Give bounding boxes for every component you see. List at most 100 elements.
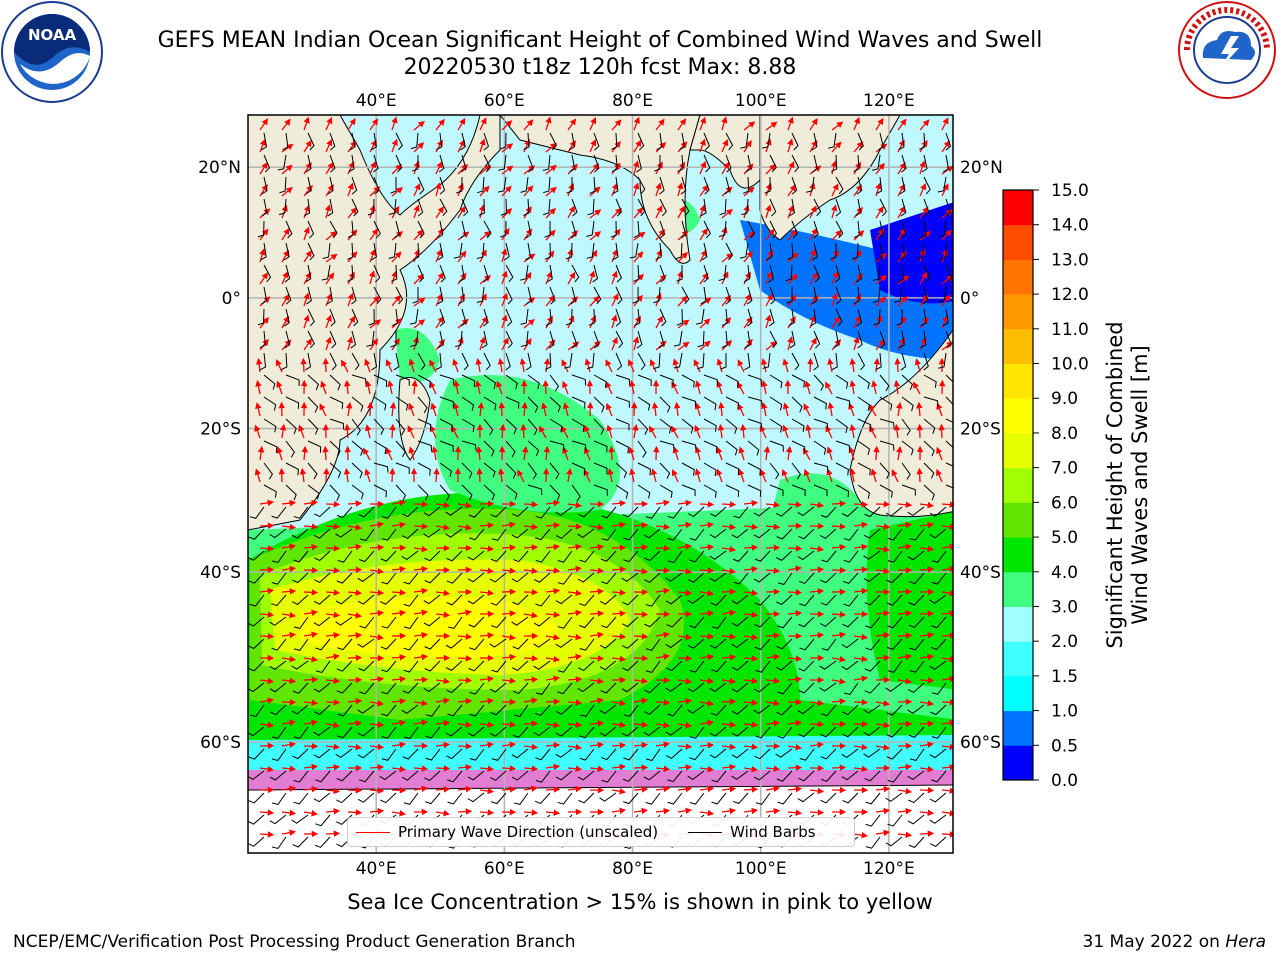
wave-arrow (787, 676, 803, 683)
wave-arrow (545, 587, 561, 595)
wave-arrow (303, 204, 310, 219)
wind-barb (281, 352, 288, 370)
wind-barb (725, 242, 733, 261)
wave-arrow (325, 787, 341, 795)
wind-barb (549, 396, 561, 413)
wave-arrow (567, 230, 579, 241)
wind-barb (410, 132, 419, 150)
wave-arrow (545, 567, 561, 574)
wind-barb (527, 396, 539, 413)
wave-arrow (347, 612, 363, 619)
wave-arrow (567, 633, 583, 641)
wave-arrow (671, 468, 679, 483)
wave-arrow (347, 697, 363, 705)
wind-barb (637, 374, 652, 386)
wind-barb (857, 132, 864, 151)
wind-barb (306, 286, 312, 305)
wave-arrow (589, 677, 605, 685)
wave-arrow (501, 292, 508, 307)
wave-arrow (935, 468, 943, 483)
wave-arrow (611, 293, 619, 307)
wave-arrow (413, 785, 429, 793)
wind-barb (659, 198, 667, 217)
wave-arrow (787, 229, 798, 241)
wave-arrow (479, 185, 490, 197)
wind-barb (697, 330, 705, 348)
wind-barb (476, 286, 485, 303)
wind-barb (741, 198, 749, 216)
wind-barb (570, 286, 577, 305)
latitude-labels-right: 20°N 0° 20°S 40°S 60°S (960, 158, 1003, 753)
wave-arrow (523, 523, 539, 531)
wave-arrow (913, 381, 921, 395)
wave-arrow (457, 785, 473, 793)
wave-arrow (584, 424, 591, 439)
wave-arrow (501, 544, 517, 551)
wind-barb (659, 264, 666, 283)
wave-arrow (721, 116, 728, 131)
wave-arrow (259, 831, 275, 838)
wave-arrow (651, 401, 659, 417)
wave-arrow (369, 787, 385, 794)
wave-arrow (826, 446, 833, 461)
wave-arrow (765, 341, 778, 351)
wave-arrow (501, 741, 517, 749)
wind-barb (417, 374, 431, 388)
wind-barb (483, 220, 492, 239)
wave-arrow (809, 248, 816, 263)
wave-arrow (457, 182, 464, 197)
wind-barb (261, 132, 268, 151)
wave-arrow (501, 721, 517, 728)
wind-barb (945, 132, 952, 151)
wave-arrow (919, 677, 935, 684)
wave-arrow (655, 807, 671, 815)
colorbar-tick-label: 1.0 (1051, 702, 1078, 722)
sea-ice-note: Sea Ice Concentration > 15% is shown in … (347, 890, 933, 914)
wave-arrow (897, 205, 906, 219)
wind-barb (483, 352, 491, 371)
wave-arrow (611, 742, 627, 749)
wave-direction-arrows (254, 116, 953, 839)
wind-barb (543, 176, 551, 194)
wind-barb (658, 330, 665, 349)
wave-arrow (743, 499, 759, 507)
wind-barb (500, 198, 508, 216)
wave-arrow (699, 227, 708, 241)
wave-arrow (655, 567, 671, 574)
wind-barb (437, 220, 444, 239)
wind-barb (373, 220, 381, 239)
wave-arrow (369, 204, 376, 219)
wind-barb (769, 330, 778, 349)
wind-barb (923, 374, 937, 388)
wave-arrow (897, 763, 913, 771)
wind-barb (898, 264, 905, 283)
wave-arrow (655, 182, 662, 197)
wind-barb (676, 264, 683, 282)
wind-barb (919, 132, 926, 150)
wave-arrow (413, 653, 429, 661)
wind-barb (461, 396, 475, 411)
wind-barb (439, 308, 446, 327)
wave-arrow (759, 468, 767, 483)
colorbar-swatch (1003, 259, 1033, 295)
wave-arrow (721, 633, 737, 640)
lon-label-top: 120°E (863, 91, 915, 111)
wave-arrow (369, 319, 382, 329)
wind-barb (769, 198, 777, 217)
wind-barb (329, 418, 345, 430)
wave-arrow (699, 204, 706, 219)
wave-arrow (259, 545, 275, 552)
latitude-labels-left: 20°N 0° 20°S 40°S 60°S (198, 158, 241, 753)
wind-barb (681, 396, 697, 408)
wave-arrow (347, 589, 363, 596)
wave-arrow (479, 632, 495, 639)
wave-arrow (807, 357, 814, 373)
wind-barb (877, 242, 883, 261)
wave-arrow (611, 182, 618, 197)
wind-barb (791, 132, 799, 151)
lon-label-bottom: 80°E (612, 859, 653, 879)
wind-barb (612, 176, 619, 195)
wind-barb (439, 198, 448, 217)
wave-arrow (545, 339, 556, 351)
band-south-australia (866, 511, 953, 690)
